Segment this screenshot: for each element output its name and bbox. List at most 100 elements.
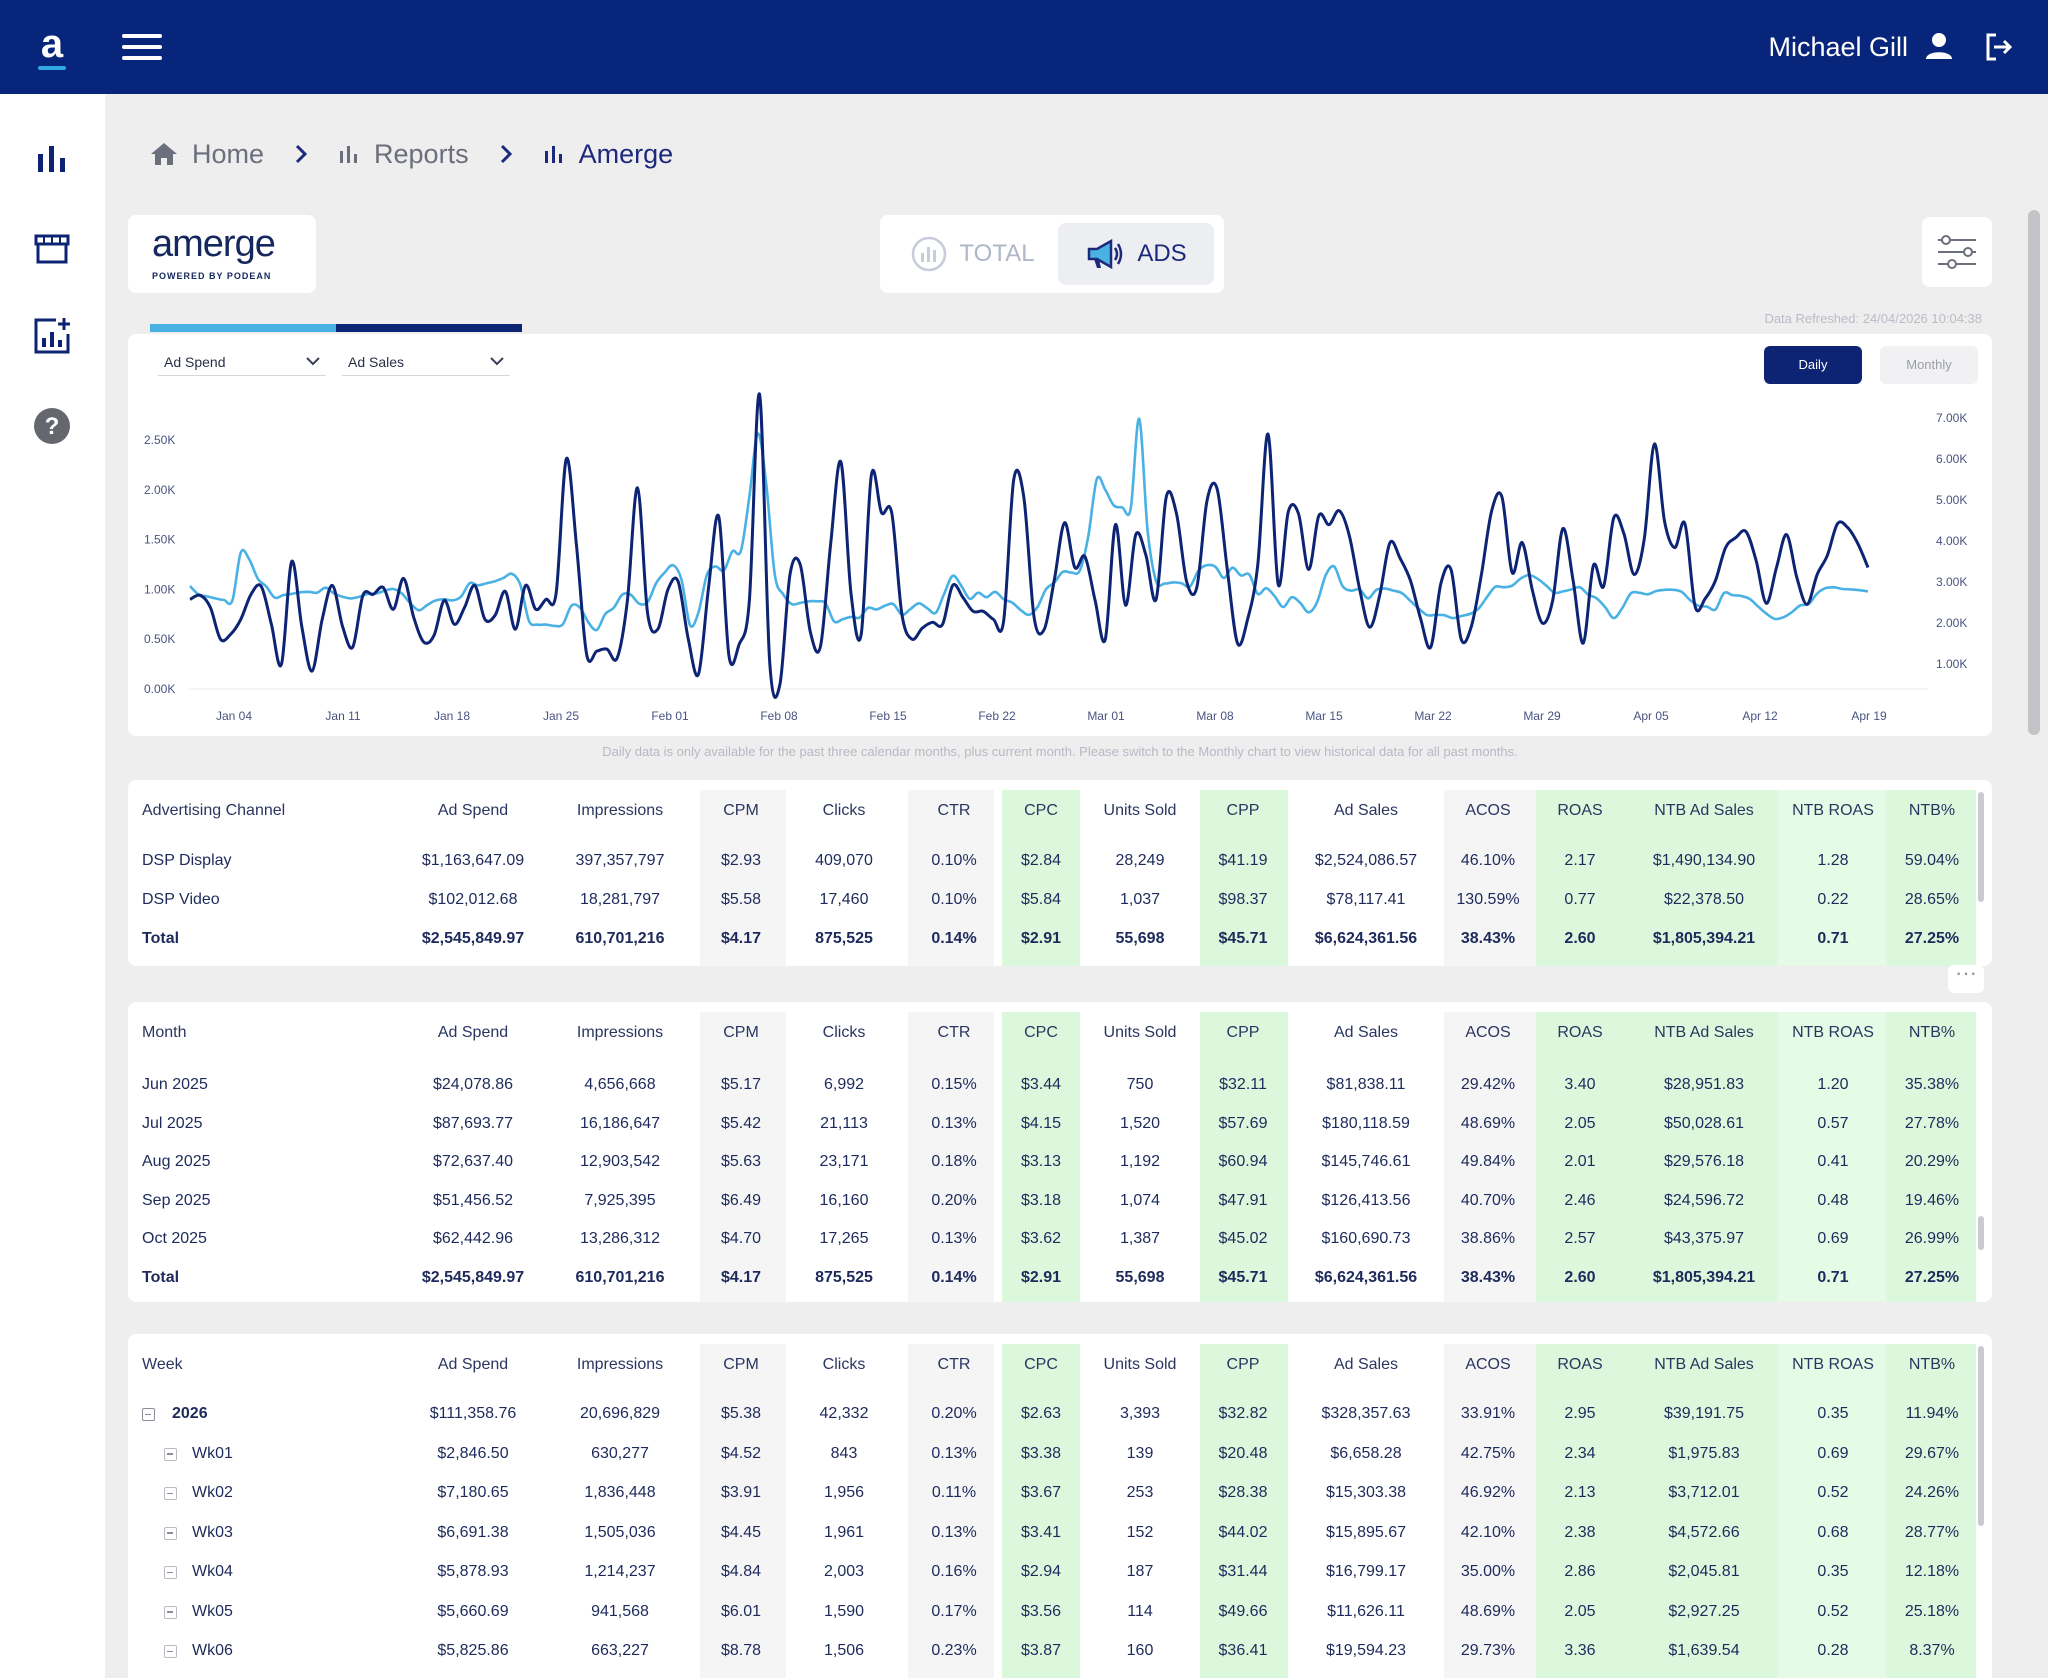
row-label[interactable]: Jun 2025 bbox=[142, 1076, 208, 1093]
column-header[interactable]: ACOS bbox=[1465, 1024, 1511, 1041]
row-label[interactable]: Wk06 bbox=[192, 1642, 233, 1659]
column-header[interactable]: ROAS bbox=[1557, 802, 1603, 819]
expand-icon[interactable] bbox=[164, 1605, 177, 1619]
column-header[interactable]: CPM bbox=[723, 1356, 759, 1373]
table-cell: 8.37% bbox=[1909, 1642, 1955, 1659]
table-cell: 114 bbox=[1127, 1602, 1153, 1620]
row-label[interactable]: Jul 2025 bbox=[142, 1114, 203, 1132]
column-header[interactable]: Impressions bbox=[576, 1356, 664, 1373]
row-label[interactable]: DSP Video bbox=[142, 891, 220, 908]
column-header[interactable]: NTB Ad Sales bbox=[1654, 802, 1754, 819]
column-header[interactable]: NTB Ad Sales bbox=[1654, 1356, 1754, 1373]
column-header[interactable]: CPM bbox=[723, 802, 759, 819]
row-label[interactable]: Wk02 bbox=[192, 1484, 233, 1501]
app-logo[interactable]: a bbox=[32, 24, 72, 70]
column-header[interactable]: Clicks bbox=[822, 1356, 866, 1373]
user-icon[interactable] bbox=[1926, 32, 1952, 60]
logout-icon[interactable] bbox=[1984, 32, 2014, 62]
column-header[interactable]: CTR bbox=[937, 1356, 971, 1373]
column-header[interactable]: ACOS bbox=[1465, 802, 1511, 819]
column-header[interactable]: NTB Ad Sales bbox=[1654, 1024, 1754, 1041]
column-header[interactable]: CTR bbox=[937, 1024, 971, 1041]
more-options-icon[interactable]: ··· bbox=[1948, 962, 1984, 993]
daily-button[interactable]: Daily bbox=[1764, 346, 1862, 384]
column-header[interactable]: Ad Spend bbox=[437, 1356, 509, 1373]
breadcrumb-home[interactable]: Home bbox=[150, 139, 264, 170]
left-metric-select[interactable]: Ad Spend bbox=[158, 348, 326, 376]
monthly-button[interactable]: Monthly bbox=[1880, 346, 1978, 384]
column-header[interactable]: NTB ROAS bbox=[1792, 1024, 1874, 1041]
row-label[interactable]: Sep 2025 bbox=[142, 1191, 211, 1209]
expand-icon[interactable] bbox=[164, 1566, 177, 1579]
sliders-icon bbox=[1938, 235, 1976, 269]
filter-settings-button[interactable] bbox=[1922, 217, 1992, 287]
column-header[interactable]: ACOS bbox=[1465, 1356, 1511, 1373]
column-header[interactable]: Impressions bbox=[576, 1024, 664, 1041]
chevron-down-icon bbox=[490, 357, 504, 366]
column-header[interactable]: CTR bbox=[937, 802, 971, 819]
ads-toggle-button[interactable]: ADS bbox=[1058, 223, 1214, 285]
collapse-icon[interactable] bbox=[142, 1408, 155, 1421]
add-chart-icon[interactable] bbox=[32, 316, 72, 356]
table-cell: 16,160 bbox=[819, 1191, 869, 1209]
table-scrollbar[interactable] bbox=[1978, 1346, 1984, 1526]
table-cell: $4.17 bbox=[720, 1269, 762, 1286]
column-header[interactable]: Ad Sales bbox=[1333, 1024, 1399, 1041]
x-tick-label: Feb 01 bbox=[651, 709, 689, 723]
column-header[interactable]: CPC bbox=[1024, 1024, 1058, 1041]
expand-icon[interactable] bbox=[164, 1526, 177, 1540]
row-label[interactable]: 2026 bbox=[172, 1405, 208, 1422]
column-header[interactable]: CPC bbox=[1024, 802, 1058, 819]
column-header[interactable]: NTB ROAS bbox=[1792, 802, 1874, 819]
row-label[interactable]: Wk01 bbox=[192, 1444, 233, 1462]
column-header[interactable]: CPC bbox=[1024, 1356, 1058, 1373]
bar-chart-icon[interactable] bbox=[32, 138, 72, 178]
column-header[interactable]: Units Sold bbox=[1103, 1024, 1177, 1041]
help-icon[interactable]: ? bbox=[32, 406, 72, 446]
column-header[interactable]: ROAS bbox=[1557, 1024, 1603, 1041]
total-toggle-button[interactable]: TOTAL bbox=[890, 223, 1056, 285]
column-header[interactable]: NTB% bbox=[1908, 1024, 1956, 1041]
table-scrollbar[interactable] bbox=[1978, 792, 1984, 902]
column-header[interactable]: Ad Spend bbox=[437, 1024, 509, 1041]
column-header[interactable]: Impressions bbox=[576, 802, 664, 819]
table-scrollbar[interactable] bbox=[1978, 1216, 1984, 1250]
column-header[interactable]: Units Sold bbox=[1103, 1356, 1177, 1373]
row-label[interactable]: Total bbox=[142, 930, 180, 947]
column-header[interactable]: CPP bbox=[1226, 1024, 1260, 1041]
menu-icon[interactable] bbox=[122, 34, 162, 60]
expand-icon[interactable] bbox=[164, 1447, 177, 1461]
store-icon[interactable] bbox=[32, 228, 72, 268]
row-label[interactable]: Total bbox=[142, 1269, 180, 1286]
row-label[interactable]: Wk05 bbox=[192, 1602, 233, 1620]
column-header[interactable]: NTB% bbox=[1908, 1356, 1956, 1373]
column-header[interactable]: Units Sold bbox=[1103, 802, 1177, 819]
row-label[interactable]: DSP Display bbox=[142, 852, 232, 869]
row-label[interactable]: Wk04 bbox=[192, 1563, 233, 1580]
right-metric-select[interactable]: Ad Sales bbox=[342, 348, 510, 376]
table-cell: 0.23% bbox=[931, 1642, 977, 1659]
y-left-tick-label: 2.50K bbox=[144, 433, 175, 447]
row-label[interactable]: Wk03 bbox=[192, 1523, 233, 1541]
user-name[interactable]: Michael Gill bbox=[1768, 32, 1908, 62]
table-cell: 397,357,797 bbox=[575, 852, 665, 869]
row-label[interactable]: Oct 2025 bbox=[142, 1230, 207, 1248]
expand-icon[interactable] bbox=[164, 1645, 177, 1658]
expand-icon[interactable] bbox=[164, 1487, 177, 1500]
column-header[interactable]: NTB ROAS bbox=[1792, 1356, 1874, 1373]
row-label[interactable]: Aug 2025 bbox=[142, 1153, 211, 1171]
column-header[interactable]: NTB% bbox=[1908, 802, 1956, 819]
column-header[interactable]: CPM bbox=[723, 1024, 759, 1041]
column-header[interactable]: CPP bbox=[1226, 1356, 1260, 1373]
page-scrollbar[interactable] bbox=[2028, 210, 2040, 735]
breadcrumb-reports[interactable]: Reports bbox=[338, 139, 469, 170]
table-cell: $2,545,849.97 bbox=[421, 930, 525, 947]
column-header[interactable]: Ad Sales bbox=[1333, 802, 1399, 819]
column-header[interactable]: Ad Spend bbox=[437, 802, 509, 819]
column-header[interactable]: Clicks bbox=[822, 802, 866, 819]
column-header[interactable]: Clicks bbox=[822, 1024, 866, 1041]
column-header[interactable]: Ad Sales bbox=[1333, 1356, 1399, 1373]
table-cell: $81,838.11 bbox=[1326, 1076, 1406, 1093]
column-header[interactable]: ROAS bbox=[1557, 1356, 1603, 1373]
column-header[interactable]: CPP bbox=[1226, 802, 1260, 819]
